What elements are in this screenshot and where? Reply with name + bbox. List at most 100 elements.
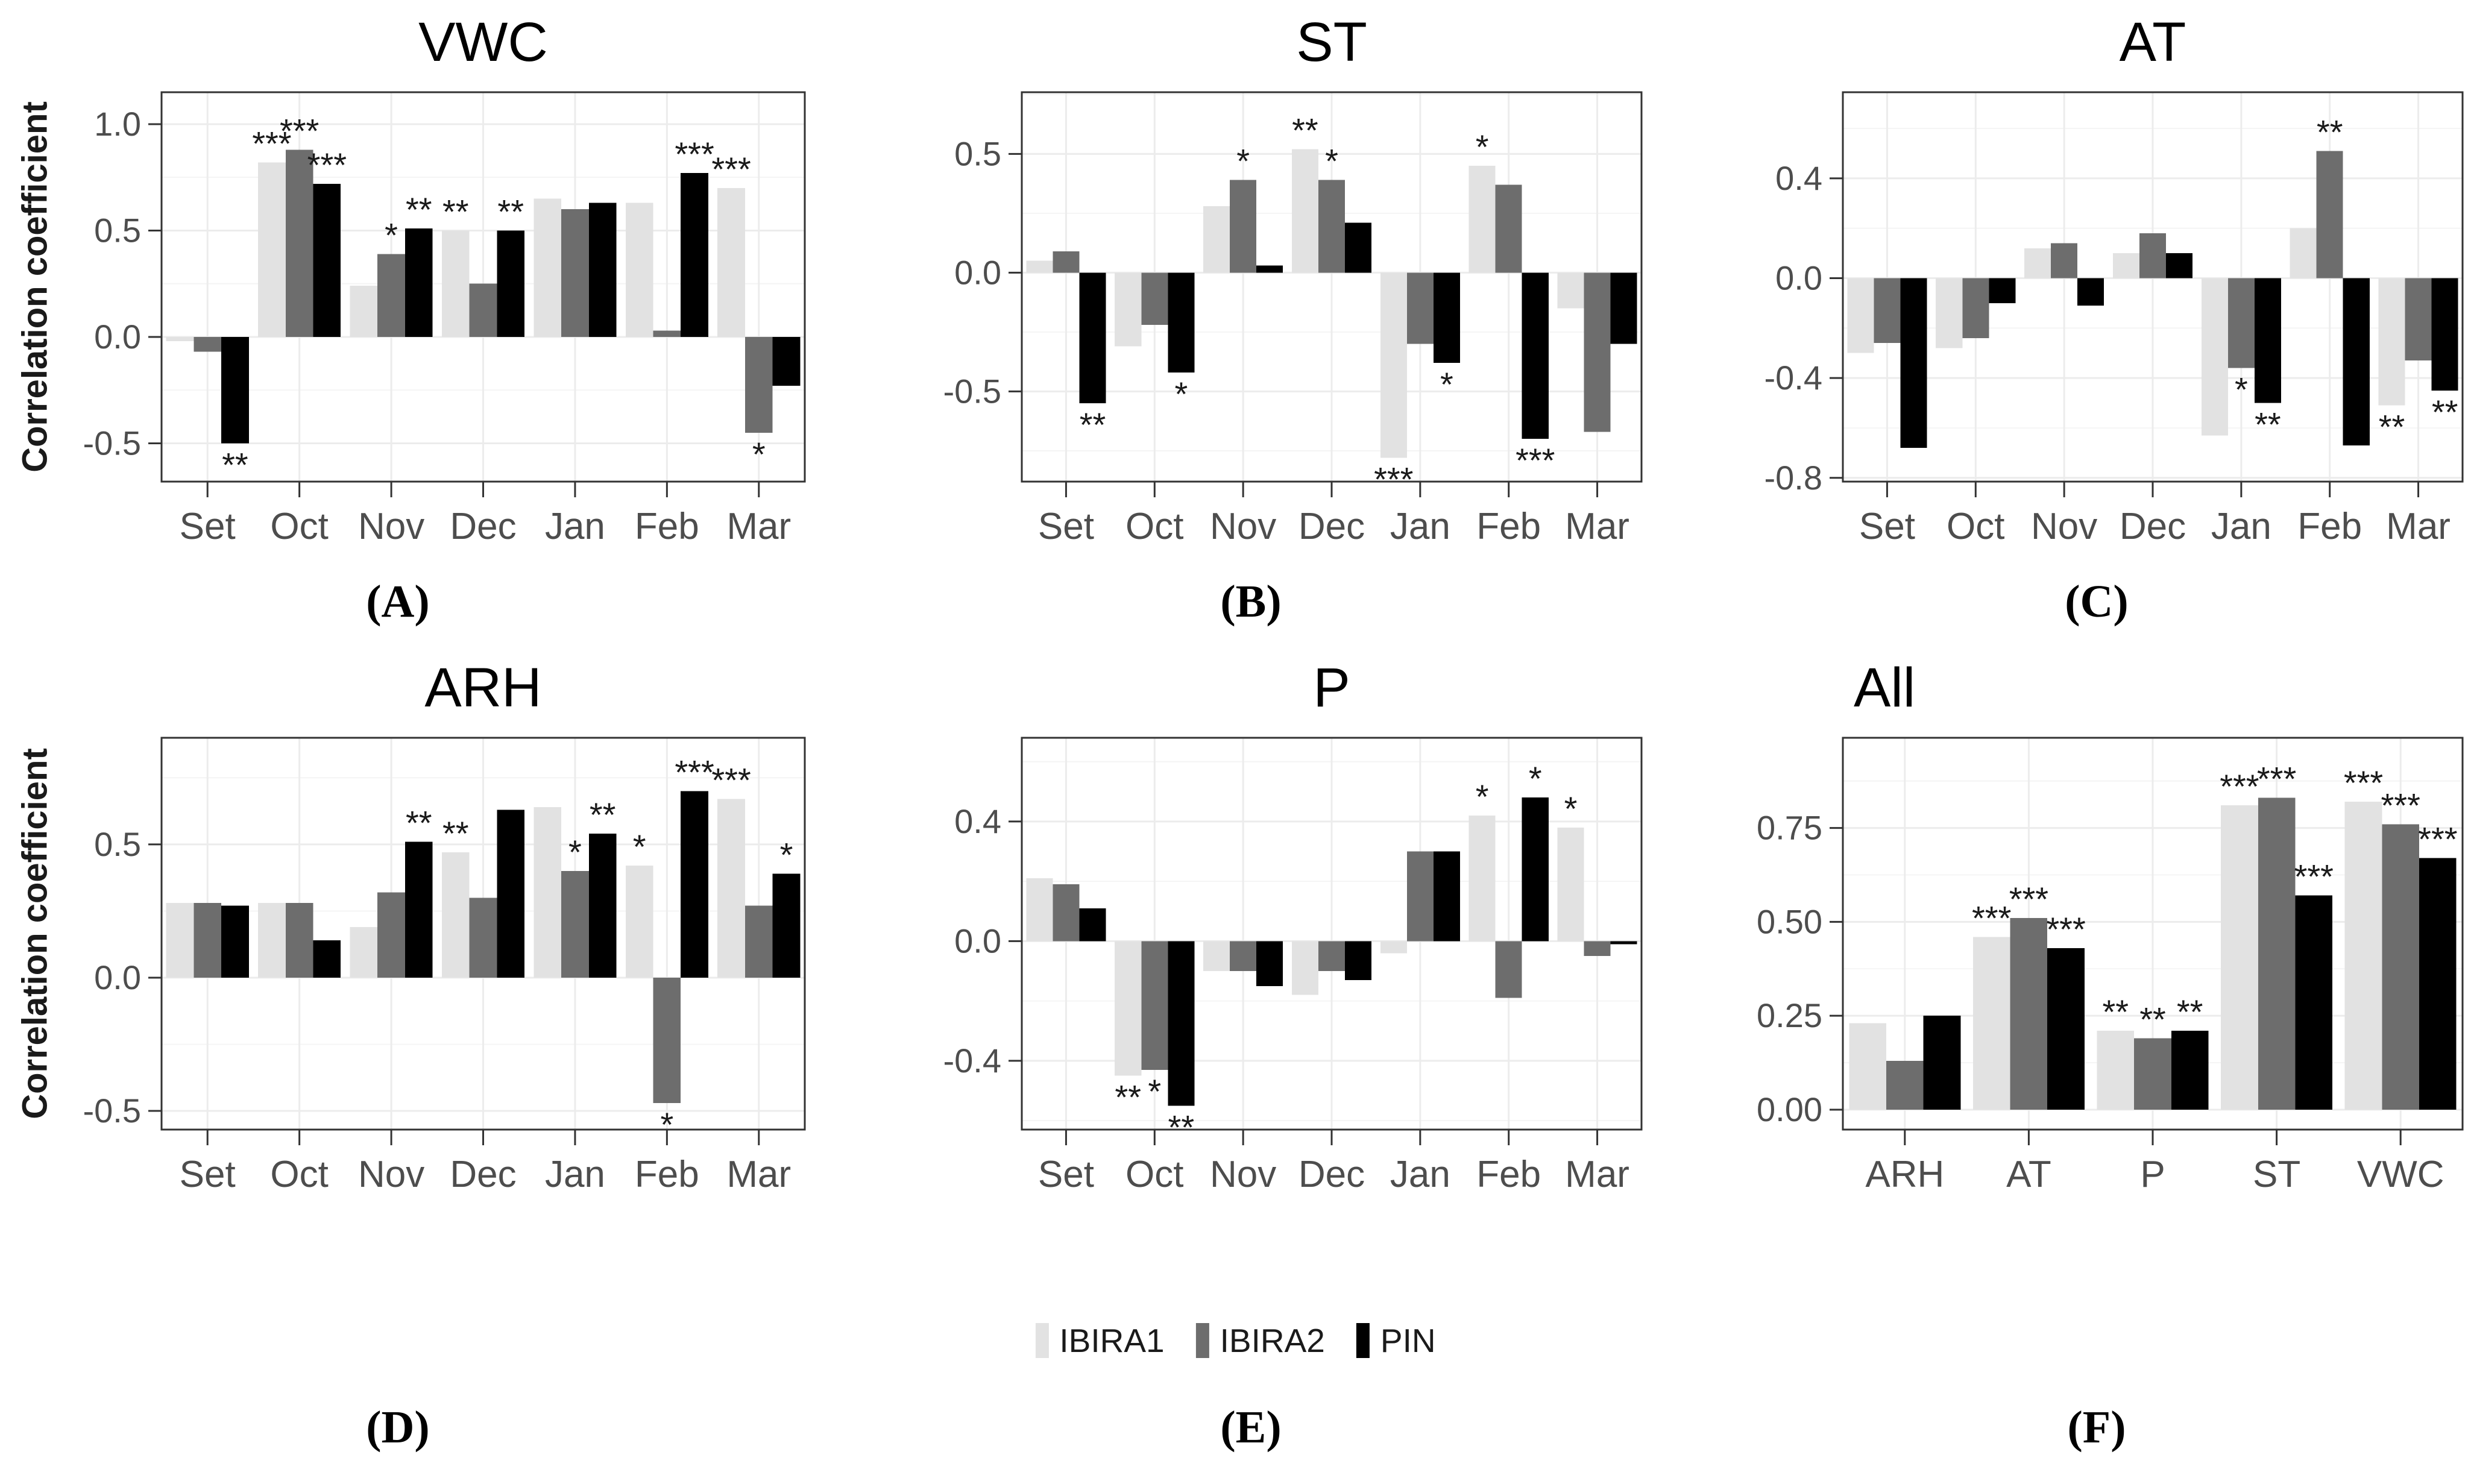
bar-ibira2-set [1874,278,1901,344]
bar-ibira2-arh [1886,1060,1924,1110]
sig-label: * [780,836,793,874]
bar-ibira1-set [1026,878,1053,942]
panel-letter-b: (B) [1220,576,1282,627]
x-tick-label: Dec [450,1154,516,1195]
sig-label: *** [2381,786,2420,824]
bar-ibira1-jan [2201,278,2228,436]
x-tick-label: Feb [2297,506,2362,547]
x-tick-label: Dec [450,506,516,547]
sig-label: * [568,833,582,871]
y-tick-label: 0.0 [1775,259,1822,297]
x-tick-label: Feb [1476,1154,1541,1195]
sig-label: * [1529,759,1542,797]
bar-pin-set [1079,272,1106,404]
sig-label: ** [1080,406,1106,444]
bar-ibira1-nov [1203,206,1230,273]
bar-ibira2-nov [377,254,405,337]
sig-label: ** [590,796,616,834]
x-tick-label: Nov [358,506,424,547]
bar-ibira1-set [166,903,194,978]
x-tick-label: Oct [270,506,328,547]
bar-ibira1-p [2097,1031,2135,1110]
sig-label: * [385,216,398,254]
bar-ibira2-vwc [2382,824,2420,1110]
x-tick-label: Mar [1565,1154,1629,1195]
bar-pin-dec [497,230,525,337]
sig-label: ** [406,803,432,841]
y-tick-label: -0.5 [83,424,142,462]
bar-ibira1-jan [534,806,562,978]
panel-letter-d: (D) [366,1402,430,1453]
bar-ibira2-jan [561,871,589,978]
sig-label: * [2235,371,2248,409]
y-tick-label: 0.00 [1757,1090,1822,1128]
bar-ibira2-dec [469,898,497,978]
sig-label: * [633,828,646,866]
panel-vwc: ******************** *****1.00.50.0-0.5Se… [83,91,806,547]
bar-ibira2-at [2010,918,2048,1110]
bar-pin-feb [1522,797,1549,942]
bar-ibira2-feb [1495,184,1522,273]
bar-pin-oct [1168,941,1195,1106]
sig-label: * [660,1105,673,1143]
x-tick-label: Set [1038,506,1094,547]
bar-pin-oct [313,940,341,978]
bar-ibira2-oct [1141,272,1168,325]
panel-letter-c: (C) [2065,576,2129,627]
bar-ibira2-oct [285,903,313,978]
bar-ibira1-dec [2112,253,2139,278]
sig-label: ** [1115,1078,1141,1116]
bar-ibira2-nov [1230,941,1257,972]
bar-ibira1-dec [441,852,470,978]
bar-pin-jan [588,834,617,978]
y-tick-label: 0.0 [954,922,1001,960]
bar-ibira1-nov [2024,248,2051,278]
y-tick-label: 0.5 [94,825,141,863]
bar-ibira1-mar [717,799,745,978]
sig-label: *** [2418,820,2457,858]
panel-title-at: AT [2119,11,2186,73]
bar-ibira1-jan [1380,272,1407,458]
x-tick-label: Oct [1125,1154,1183,1195]
sig-label: * [1476,778,1489,816]
bar-pin-mar [1610,941,1637,945]
bar-pin-nov [404,841,433,978]
bar-pin-nov [1256,265,1283,273]
bar-pin-p [2171,1031,2209,1110]
sig-label: * [1148,1072,1161,1110]
sig-label: * [1440,365,1453,403]
x-tick-label: Jan [1390,1154,1450,1195]
bar-ibira1-oct [258,903,286,978]
sig-label: * [1325,142,1338,180]
panel-title-arh: ARH [424,657,542,718]
bar-ibira2-set [1053,884,1080,942]
bar-ibira1-arh [1849,1023,1886,1110]
sig-label: *** [675,753,714,791]
sig-label: ** [497,192,524,230]
y-tick-label: 0.4 [954,802,1001,840]
sig-label: ** [2317,113,2343,151]
sig-label: * [1564,790,1578,828]
x-tick-label: Nov [1210,506,1276,547]
x-tick-label: Oct [1947,506,2004,547]
bar-ibira1-mar [2378,278,2405,406]
bar-pin-oct [313,183,341,337]
sig-label: *** [711,150,751,188]
legend: IBIRA1 IBIRA2 PIN [1035,1321,1436,1360]
legend-key-pin-swatch [1356,1323,1370,1358]
bar-ibira1-mar [1557,827,1584,942]
panel-letter-e: (E) [1220,1402,1282,1453]
panel-letter-a: (A) [366,576,430,627]
bar-ibira1-st [2221,805,2258,1110]
sig-label: ** [2255,406,2281,444]
sig-label: *** [2009,880,2048,918]
x-tick-label: ARH [1865,1154,1944,1195]
sig-label: * [1476,128,1489,166]
y-tick-label: 1.0 [94,105,141,143]
bar-ibira1-mar [1557,272,1584,309]
bar-ibira1-vwc [2344,801,2382,1110]
bar-pin-dec [1345,941,1372,980]
